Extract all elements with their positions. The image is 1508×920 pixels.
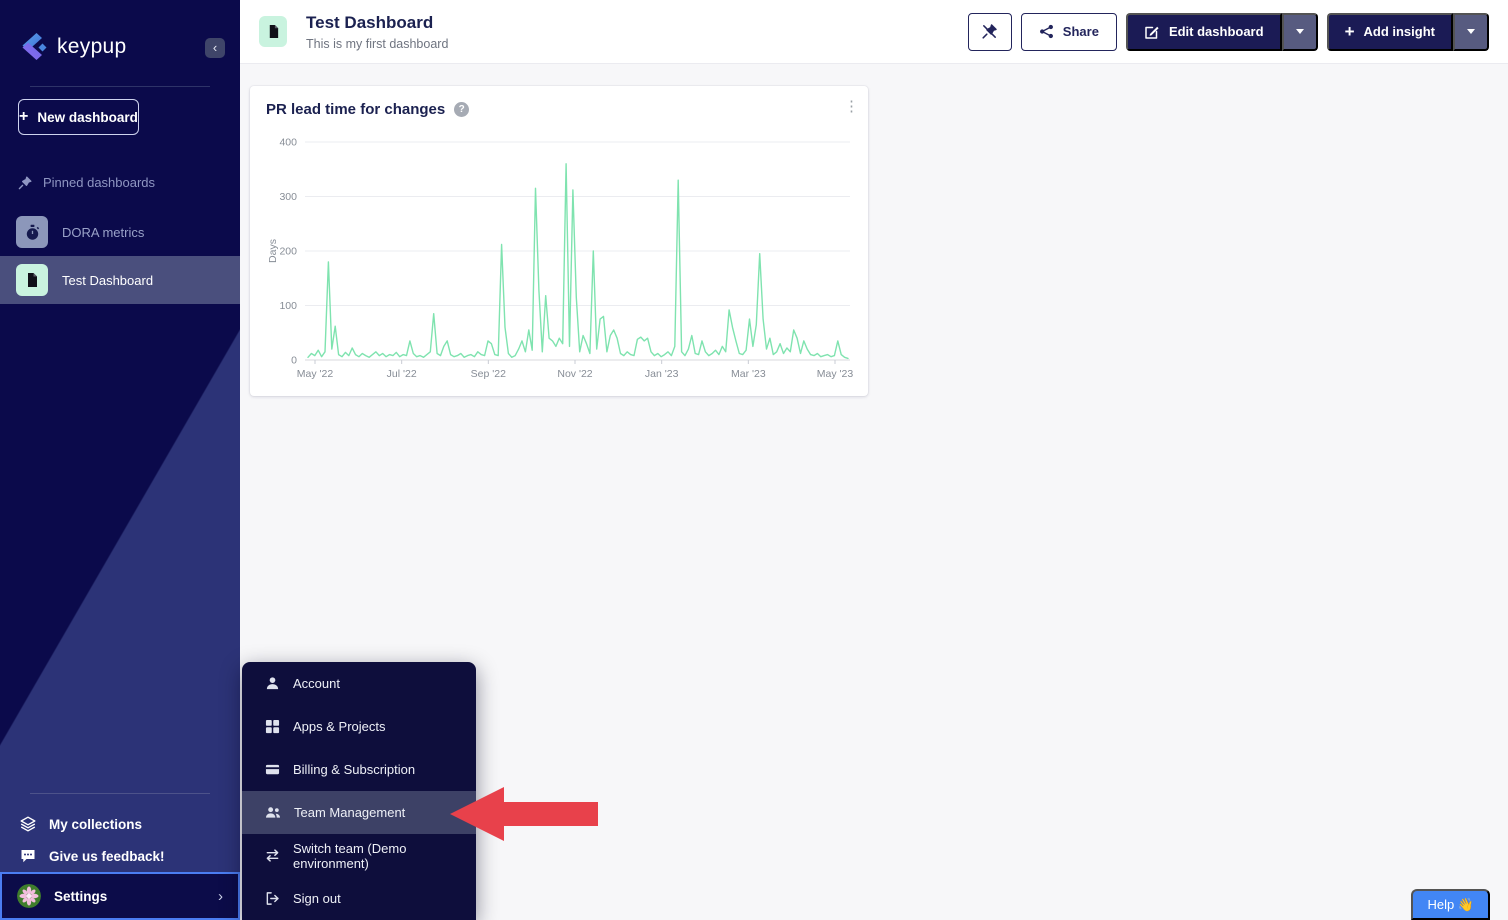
menu-item-label: Apps & Projects <box>293 719 386 734</box>
pinned-dashboards-header: Pinned dashboards <box>18 175 222 190</box>
lead-time-chart: 0 100 200 300 400 May '22 Jul '22 Sep '22 Nov '2… <box>250 122 868 392</box>
sidebar-item-label: Test Dashboard <box>62 272 154 288</box>
settings-popup-menu: Account Apps & Projects Billing & Subscr… <box>242 662 476 920</box>
svg-text:0: 0 <box>291 355 297 367</box>
menu-item-label: Team Management <box>294 805 406 820</box>
sidebar-footer: My collections Give us feedback! <box>0 793 240 872</box>
lead-time-chart-svg: 0 100 200 300 400 May '22 Jul '22 Sep '22 Nov '2… <box>267 137 854 381</box>
chat-bubble-icon <box>20 848 36 864</box>
team-icon <box>265 805 281 820</box>
credit-card-icon <box>265 762 280 777</box>
edit-dashboard-label: Edit dashboard <box>1168 24 1264 39</box>
plus-icon: + <box>1344 22 1355 41</box>
svg-text:Jan '23: Jan '23 <box>645 368 679 380</box>
help-button[interactable]: Help 👋 <box>1411 889 1490 920</box>
add-insight-split-button: + Add insight <box>1326 12 1489 51</box>
sidebar-collapse-button[interactable]: ‹ <box>205 38 225 58</box>
footer-divider <box>30 793 210 794</box>
svg-text:400: 400 <box>279 137 297 149</box>
sidebar-item-feedback[interactable]: Give us feedback! <box>0 840 240 872</box>
edit-icon <box>1144 24 1160 40</box>
svg-text:May '22: May '22 <box>297 368 334 380</box>
add-insight-dropdown-button[interactable] <box>1453 12 1489 51</box>
insight-card-header: PR lead time for changes ? <box>250 86 868 118</box>
page-title: Test Dashboard <box>306 12 434 32</box>
chevron-down-icon <box>1295 29 1304 34</box>
menu-item-label: Switch team (Demo environment) <box>293 840 407 871</box>
menu-item-team-management[interactable]: Team Management <box>242 791 476 834</box>
keypup-logo-icon <box>18 32 48 62</box>
dashboard-icon <box>259 16 287 47</box>
edit-dashboard-button[interactable]: Edit dashboard <box>1125 12 1282 51</box>
svg-text:100: 100 <box>279 300 297 312</box>
sidebar-item-test-dashboard[interactable]: Test Dashboard <box>0 256 240 304</box>
pinned-dashboards-list: DORA metrics Test Dashboard <box>0 208 240 304</box>
svg-text:Jul '22: Jul '22 <box>387 368 417 380</box>
annotation-arrow-left-icon <box>448 786 600 842</box>
menu-item-label: Billing & Subscription <box>293 762 416 777</box>
menu-item-apps-projects[interactable]: Apps & Projects <box>242 705 476 748</box>
document-icon <box>16 264 48 296</box>
edit-dashboard-dropdown-button[interactable] <box>1281 12 1318 51</box>
settings-button[interactable]: Settings › <box>0 872 240 920</box>
menu-item-label: Account <box>293 676 340 691</box>
layers-icon <box>20 816 36 832</box>
user-avatar <box>17 884 41 908</box>
insight-card-title: PR lead time for changes <box>266 101 446 118</box>
svg-text:Days: Days <box>267 239 279 263</box>
chevron-down-icon <box>1467 29 1475 34</box>
feedback-label: Give us feedback! <box>49 848 165 864</box>
pinned-dashboards-label: Pinned dashboards <box>43 175 156 190</box>
sidebar-item-label: DORA metrics <box>62 224 145 240</box>
new-dashboard-button[interactable]: + New dashboard <box>18 99 139 135</box>
help-icon[interactable]: ? <box>454 102 470 117</box>
share-button[interactable]: Share <box>1020 12 1117 51</box>
add-insight-label: Add insight <box>1363 24 1436 39</box>
insight-card: PR lead time for changes ? ⋮ 0 100 200 300 4… <box>250 86 868 396</box>
share-label: Share <box>1062 24 1099 39</box>
svg-text:Nov '22: Nov '22 <box>557 368 592 380</box>
svg-text:May '23: May '23 <box>817 368 854 380</box>
title-block: Test Dashboard This is my first dashboar… <box>306 13 448 51</box>
add-insight-button[interactable]: + Add insight <box>1326 12 1453 51</box>
plus-icon: + <box>19 108 29 125</box>
menu-item-billing-subscription[interactable]: Billing & Subscription <box>242 748 476 791</box>
grid-icon <box>265 719 280 734</box>
edit-dashboard-split-button: Edit dashboard <box>1125 12 1318 51</box>
brand-row: keypup ‹ <box>0 0 240 62</box>
my-collections-label: My collections <box>49 816 143 832</box>
settings-label: Settings <box>54 888 108 904</box>
page-subtitle: This is my first dashboard <box>306 36 449 51</box>
pin-off-icon <box>981 23 998 40</box>
share-icon <box>1039 24 1054 39</box>
person-icon <box>265 676 280 691</box>
pin-icon <box>18 176 32 190</box>
stopwatch-icon <box>16 216 48 248</box>
dashboard-header: Test Dashboard This is my first dashboar… <box>240 0 1508 64</box>
sidebar-divider <box>30 86 210 87</box>
svg-text:200: 200 <box>279 246 297 258</box>
help-button-label: Help 👋 <box>1427 896 1474 912</box>
sign-out-icon <box>265 891 280 906</box>
unpin-dashboard-button[interactable] <box>967 12 1012 51</box>
header-actions: Share Edit dashboard <box>967 12 1489 51</box>
svg-text:Sep '22: Sep '22 <box>471 368 506 380</box>
sidebar-item-my-collections[interactable]: My collections <box>0 808 240 840</box>
brand-name: keypup <box>57 35 127 58</box>
card-menu-kebab-icon[interactable]: ⋮ <box>844 98 859 115</box>
new-dashboard-label: New dashboard <box>37 109 138 125</box>
svg-text:300: 300 <box>279 191 297 203</box>
main-area: Test Dashboard This is my first dashboar… <box>240 0 1508 920</box>
sidebar: keypup ‹ + New dashboard Pinned dashboar… <box>0 0 240 920</box>
chevron-right-icon: › <box>218 887 223 905</box>
menu-item-label: Sign out <box>293 891 341 906</box>
menu-item-sign-out[interactable]: Sign out <box>242 877 476 920</box>
sidebar-item-dora-metrics[interactable]: DORA metrics <box>0 208 240 256</box>
svg-text:Mar '23: Mar '23 <box>731 368 766 380</box>
menu-item-switch-team[interactable]: Switch team (Demo environment) <box>242 834 476 877</box>
switch-arrows-icon <box>265 848 280 863</box>
menu-item-account[interactable]: Account <box>242 662 476 705</box>
